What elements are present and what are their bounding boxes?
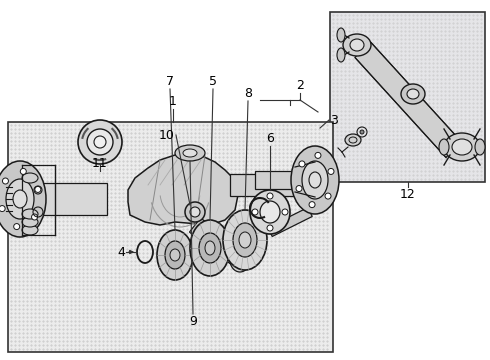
Ellipse shape bbox=[267, 225, 273, 231]
Ellipse shape bbox=[22, 173, 38, 183]
Ellipse shape bbox=[239, 232, 251, 248]
Bar bbox=[8, 122, 333, 352]
Text: 1: 1 bbox=[169, 95, 177, 108]
Ellipse shape bbox=[22, 225, 38, 235]
Ellipse shape bbox=[31, 214, 38, 220]
Ellipse shape bbox=[282, 209, 288, 215]
Ellipse shape bbox=[170, 249, 180, 261]
Ellipse shape bbox=[190, 207, 200, 217]
Ellipse shape bbox=[267, 193, 273, 199]
Text: 9: 9 bbox=[189, 315, 197, 328]
Text: 12: 12 bbox=[400, 188, 416, 201]
Ellipse shape bbox=[165, 241, 185, 269]
Ellipse shape bbox=[350, 39, 364, 51]
Ellipse shape bbox=[230, 248, 250, 272]
Ellipse shape bbox=[302, 161, 328, 199]
Ellipse shape bbox=[315, 152, 321, 158]
Ellipse shape bbox=[345, 134, 361, 146]
Ellipse shape bbox=[296, 185, 302, 192]
Text: 3: 3 bbox=[330, 113, 338, 126]
Ellipse shape bbox=[6, 179, 34, 219]
Ellipse shape bbox=[183, 149, 197, 157]
Polygon shape bbox=[128, 152, 238, 225]
Ellipse shape bbox=[185, 202, 205, 222]
Ellipse shape bbox=[299, 161, 305, 167]
Ellipse shape bbox=[14, 224, 20, 230]
Text: 4: 4 bbox=[117, 246, 125, 258]
Polygon shape bbox=[268, 207, 312, 237]
Ellipse shape bbox=[475, 139, 485, 155]
Text: 8: 8 bbox=[244, 87, 252, 100]
Bar bbox=[330, 12, 485, 182]
Ellipse shape bbox=[291, 146, 339, 214]
Ellipse shape bbox=[233, 223, 257, 257]
Ellipse shape bbox=[223, 210, 267, 270]
Polygon shape bbox=[255, 171, 315, 189]
Ellipse shape bbox=[325, 193, 331, 199]
Ellipse shape bbox=[407, 89, 419, 99]
Ellipse shape bbox=[343, 34, 371, 56]
Ellipse shape bbox=[78, 120, 122, 164]
Ellipse shape bbox=[94, 136, 106, 148]
Polygon shape bbox=[355, 42, 462, 157]
Ellipse shape bbox=[444, 133, 480, 161]
Ellipse shape bbox=[22, 217, 38, 227]
Text: 7: 7 bbox=[166, 75, 174, 88]
Ellipse shape bbox=[328, 168, 334, 175]
Polygon shape bbox=[230, 174, 315, 196]
Ellipse shape bbox=[439, 139, 449, 155]
Ellipse shape bbox=[309, 172, 321, 188]
Text: 10: 10 bbox=[159, 129, 175, 141]
Ellipse shape bbox=[250, 190, 290, 234]
Ellipse shape bbox=[22, 209, 38, 219]
Ellipse shape bbox=[2, 178, 8, 184]
Ellipse shape bbox=[190, 220, 230, 276]
Text: 6: 6 bbox=[266, 132, 274, 145]
Ellipse shape bbox=[87, 129, 113, 155]
Ellipse shape bbox=[309, 202, 315, 208]
Ellipse shape bbox=[199, 233, 221, 263]
Text: 11: 11 bbox=[92, 157, 108, 170]
Ellipse shape bbox=[175, 145, 205, 161]
Ellipse shape bbox=[0, 206, 5, 212]
Ellipse shape bbox=[157, 230, 193, 280]
Ellipse shape bbox=[252, 209, 258, 215]
Ellipse shape bbox=[13, 190, 27, 208]
Ellipse shape bbox=[337, 48, 345, 62]
Ellipse shape bbox=[452, 139, 472, 155]
Polygon shape bbox=[190, 218, 245, 267]
Ellipse shape bbox=[401, 84, 425, 104]
Polygon shape bbox=[12, 183, 107, 215]
Ellipse shape bbox=[337, 28, 345, 42]
Text: 5: 5 bbox=[209, 75, 217, 88]
Ellipse shape bbox=[205, 241, 215, 255]
Ellipse shape bbox=[20, 168, 26, 175]
Ellipse shape bbox=[260, 201, 280, 223]
Ellipse shape bbox=[0, 161, 46, 237]
Ellipse shape bbox=[360, 130, 364, 134]
Ellipse shape bbox=[35, 186, 41, 193]
Text: 2: 2 bbox=[296, 79, 304, 92]
